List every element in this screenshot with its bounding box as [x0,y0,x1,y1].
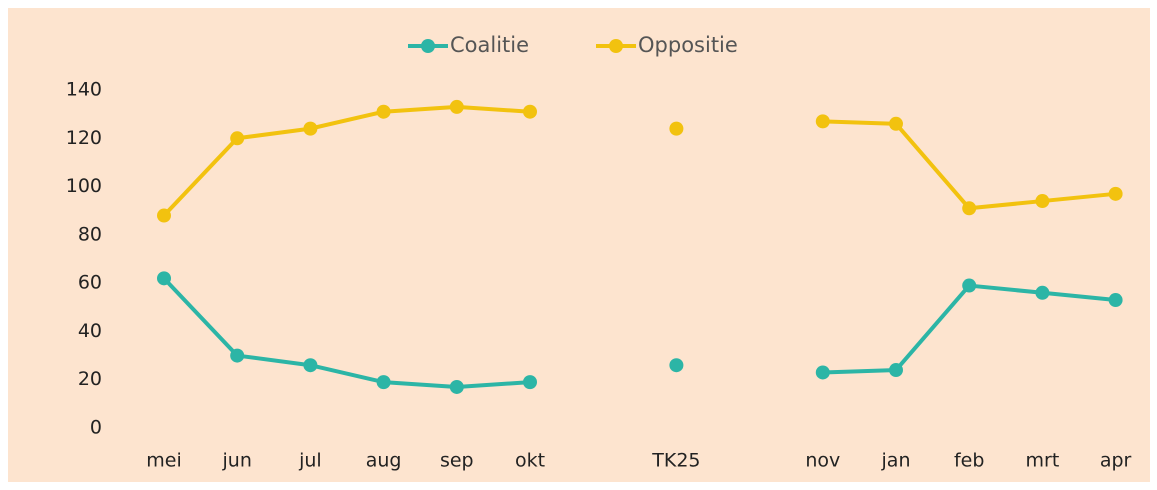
x-tick-label: okt [515,450,545,472]
data-point [157,271,171,286]
data-point [449,379,464,394]
data-point [230,348,245,363]
data-point [376,375,391,390]
legend: Coalitie Oppositie [408,33,738,57]
data-point [1108,186,1123,201]
data-point [523,375,537,390]
x-tick-label: feb [954,450,984,472]
data-point [669,121,684,136]
x-tick-label: TK25 [651,450,700,472]
chart-background [8,8,1150,482]
data-point [669,358,684,373]
x-tick-label: jan [881,450,911,472]
legend-marker [609,39,623,53]
legend-marker [421,39,435,53]
x-tick-label: sep [440,450,474,472]
y-tick-label: 20 [78,368,102,390]
data-point [815,114,830,129]
x-tick-label: jun [222,450,252,472]
x-tick-label: aug [366,450,402,472]
legend-label: Coalitie [450,33,529,57]
data-point [1035,194,1050,209]
data-point [157,208,171,223]
y-tick-label: 60 [78,272,102,294]
y-tick-label: 140 [66,79,102,101]
data-point [889,116,903,131]
x-tick-label: mei [146,450,181,472]
y-tick-label: 0 [90,417,102,439]
data-point [523,104,537,119]
data-point [815,365,830,380]
y-tick-label: 40 [78,320,102,342]
data-point [962,278,977,293]
x-tick-label: apr [1100,450,1132,472]
x-tick-label: mrt [1026,450,1060,472]
x-tick-label: jul [298,450,322,472]
y-tick-label: 80 [78,223,102,245]
x-tick-label: nov [805,450,840,472]
legend-label: Oppositie [638,33,738,57]
data-point [962,201,977,216]
y-tick-label: 100 [66,175,102,197]
data-point [1035,285,1050,300]
data-point [889,363,903,378]
data-point [449,99,464,114]
y-tick-label: 120 [66,127,102,149]
data-point [230,131,245,146]
data-point [376,104,391,119]
data-point [1108,293,1123,308]
data-point [303,358,318,373]
data-point [303,121,318,136]
